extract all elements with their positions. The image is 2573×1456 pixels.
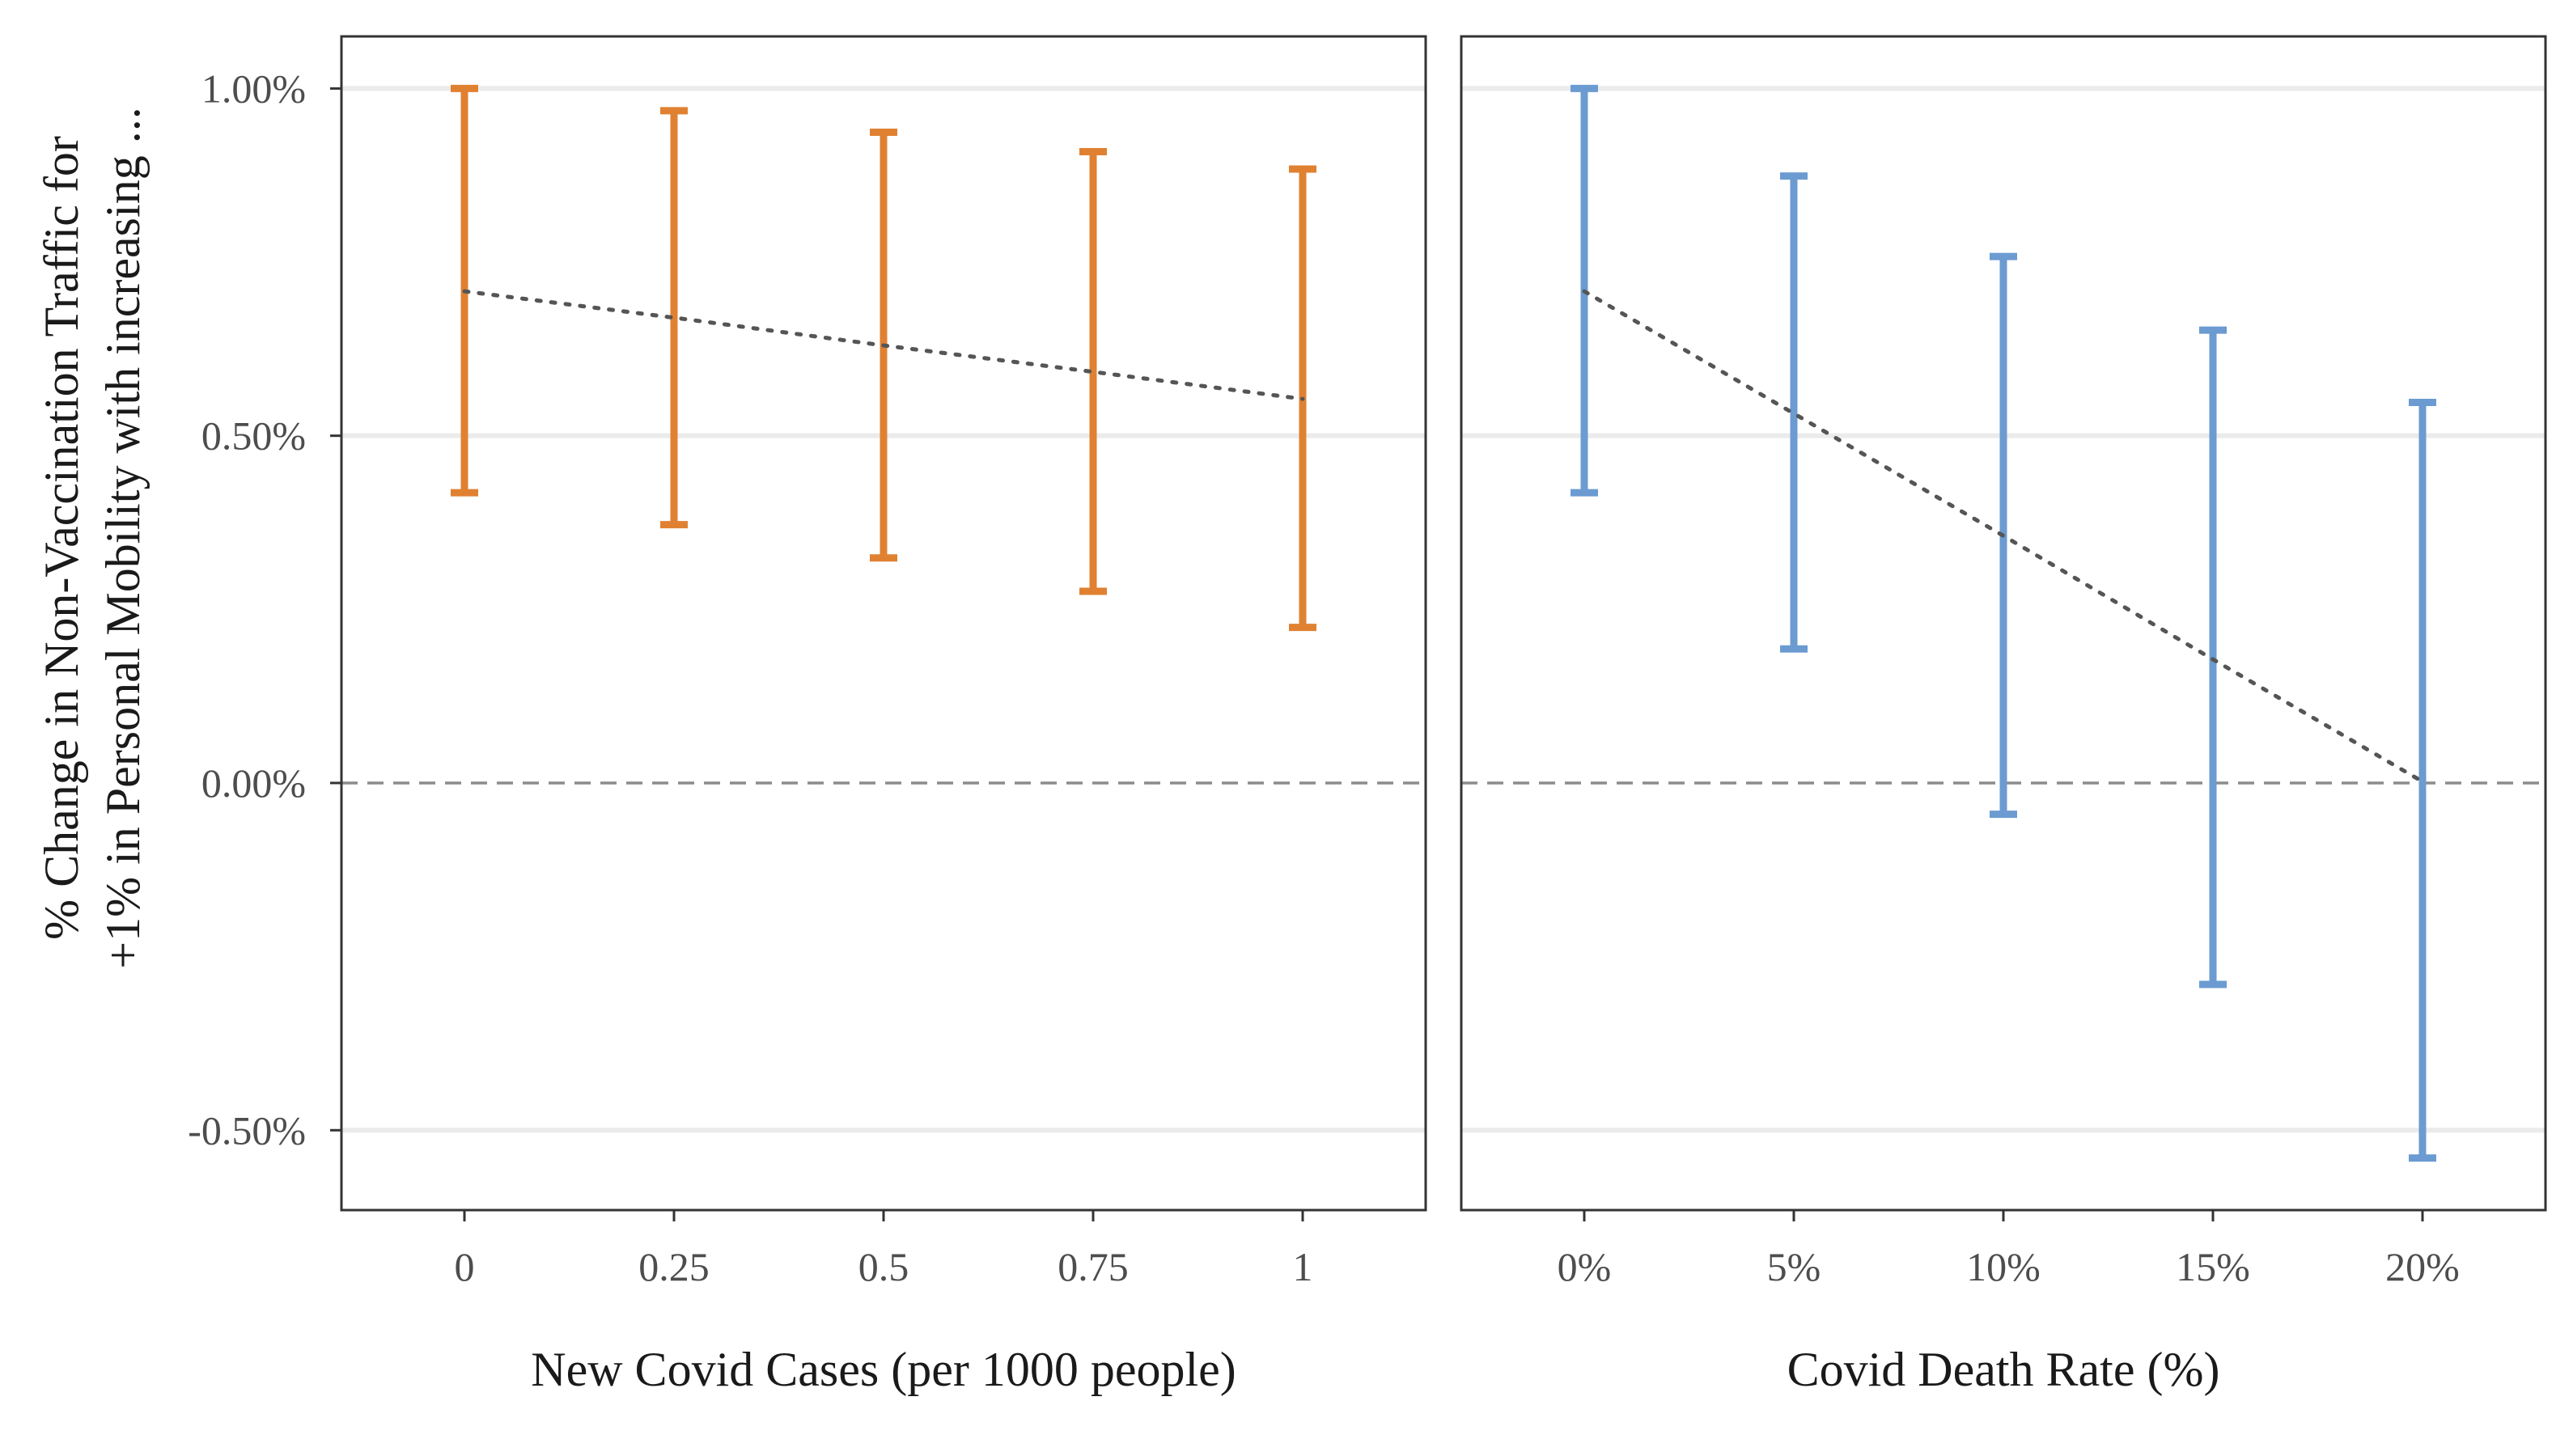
error-bar [660,107,688,529]
y-tick-label: 0.50% [201,413,306,459]
y-axis-ticks: 1.00% 0.50% 0.00% -0.50% [188,66,341,1153]
x-axis-title: Covid Death Rate (%) [1787,1343,2220,1396]
x-tick-label: 0 [455,1244,475,1289]
y-axis-title-line-1: % Change in Non-Vaccination Traffic for [35,136,88,940]
panel-1: 0 0.25 0.5 0.75 1 New Covid Cases (per 1000 p… [340,35,1427,1396]
x-tick-label: 0.75 [1058,1244,1129,1289]
x-axis-title: New Covid Cases (per 1000 people) [531,1343,1236,1396]
y-tick-label: 0.00% [201,760,306,806]
error-bar [1780,172,1808,653]
x-tick-label: 5% [1767,1244,1821,1289]
x-tick-label: 0.5 [858,1244,909,1289]
x-tick-label: 0.25 [638,1244,710,1289]
panel-2: 0% 5% 10% 15% 20% Covid Death Rate (%) [1460,35,2547,1396]
y-axis-title: % Change in Non-Vaccination Traffic for … [35,107,150,968]
error-bar [1079,148,1107,595]
y-tick-label: 1.00% [201,66,306,111]
x-tick-label: 0% [1558,1244,1612,1289]
x-tick-label: 10% [1966,1244,2041,1289]
estimate-trend-line [1582,289,2425,784]
x-tick-label: 20% [2385,1244,2460,1289]
panels: 0 0.25 0.5 0.75 1 New Covid Cases (per 1000 p… [340,35,2547,1396]
y-tick-label: -0.50% [188,1107,306,1153]
error-bar [2409,398,2436,1162]
x-tick-label: 1 [1293,1244,1313,1289]
estimate-trend-line [462,289,1305,401]
y-axis-title-line-2: +1% in Personal Mobility with increasing… [96,107,150,968]
x-tick-label: 15% [2176,1244,2250,1289]
